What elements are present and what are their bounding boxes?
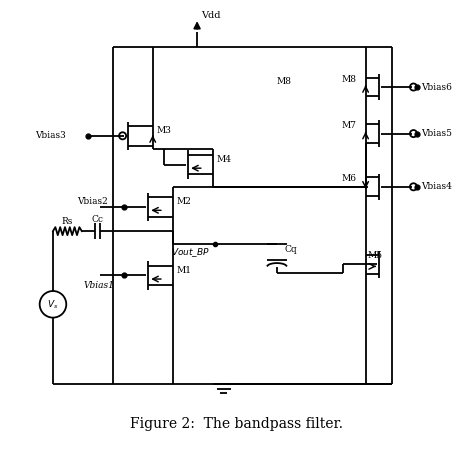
Text: Vbias6: Vbias6	[421, 83, 452, 92]
Text: Vbias3: Vbias3	[35, 131, 66, 140]
Text: M8: M8	[277, 77, 292, 86]
Text: M2: M2	[176, 197, 191, 206]
Text: Vbias4: Vbias4	[421, 182, 452, 191]
Text: M5: M5	[368, 251, 383, 260]
Text: Vbias1: Vbias1	[84, 281, 115, 290]
Text: Cq: Cq	[285, 245, 298, 254]
Text: M7: M7	[341, 121, 356, 130]
Text: Vdd: Vdd	[201, 11, 221, 20]
Text: Rs: Rs	[62, 217, 73, 226]
Text: M1: M1	[176, 266, 191, 275]
Text: M6: M6	[341, 175, 356, 184]
Text: Figure 2:  The bandpass filter.: Figure 2: The bandpass filter.	[130, 417, 344, 431]
Text: Vbias2: Vbias2	[77, 197, 108, 206]
Text: M4: M4	[216, 155, 231, 164]
Text: Vbias5: Vbias5	[421, 129, 452, 138]
Text: M3: M3	[156, 126, 171, 135]
Text: M8: M8	[341, 75, 356, 84]
Text: $V_s$: $V_s$	[47, 298, 59, 311]
Text: $\mathit{Vout\_BP}$: $\mathit{Vout\_BP}$	[171, 247, 210, 260]
Text: Cc: Cc	[91, 215, 103, 224]
